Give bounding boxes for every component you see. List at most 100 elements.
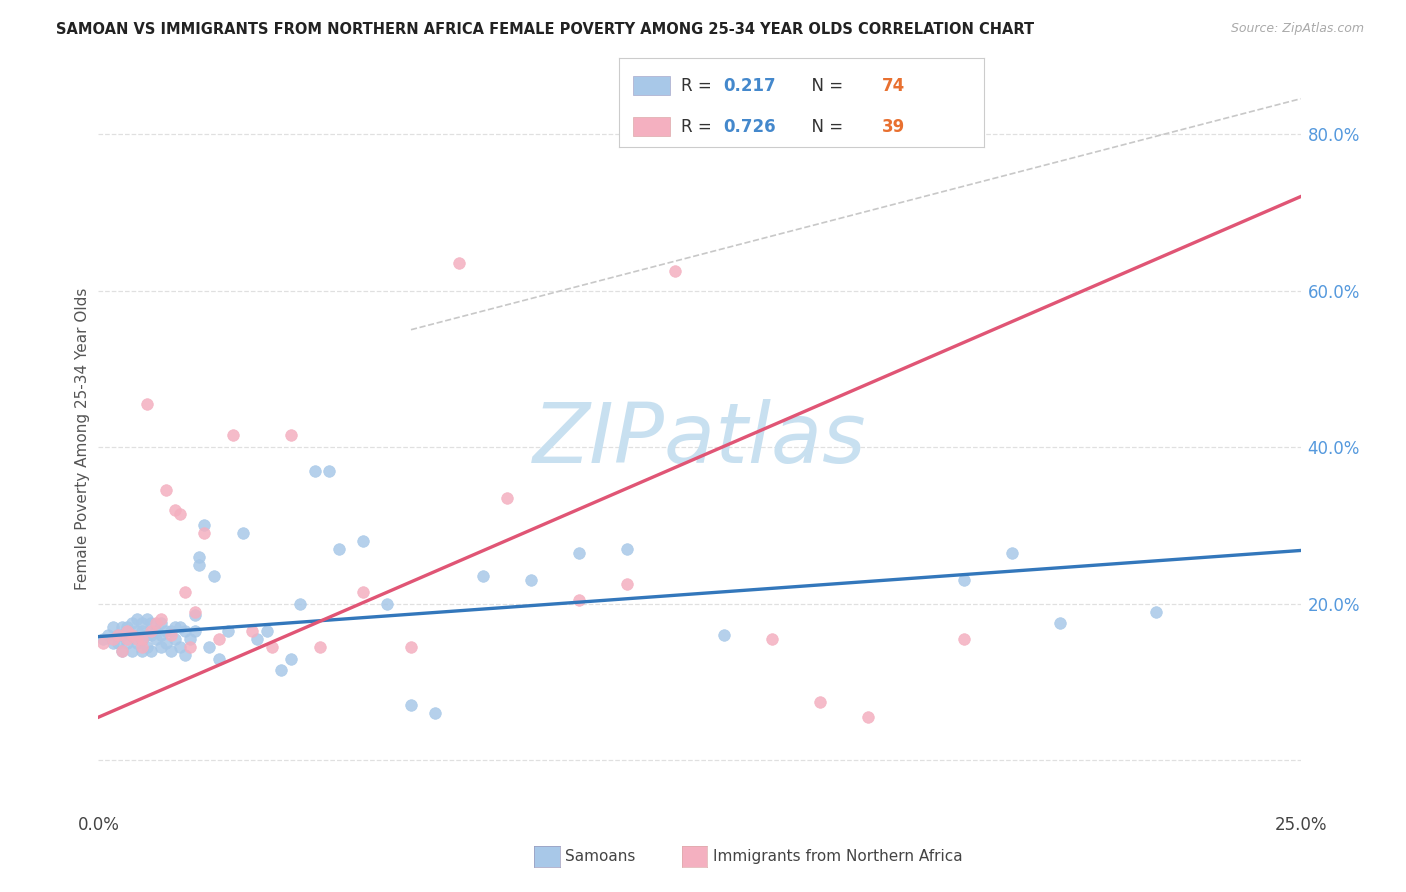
Point [135, 640, 157, 654]
Point [520, 573, 543, 587]
Point [145, 616, 167, 631]
Point [155, 483, 177, 498]
Point [193, 518, 215, 533]
Text: 39: 39 [882, 118, 905, 136]
Point [328, 541, 350, 556]
Text: 0.217: 0.217 [723, 77, 776, 95]
Point [1001, 546, 1024, 560]
Point [155, 636, 177, 650]
Point [222, 428, 245, 442]
Text: Immigrants from Northern Africa: Immigrants from Northern Africa [713, 849, 963, 863]
Point [352, 585, 374, 599]
Point [202, 569, 225, 583]
Point [159, 643, 181, 657]
Point [953, 573, 976, 587]
Point [198, 640, 221, 654]
Point [616, 577, 638, 591]
Point [101, 620, 124, 634]
Point [121, 628, 143, 642]
Point [125, 624, 148, 639]
Point [174, 585, 197, 599]
Point [159, 624, 181, 639]
Point [107, 636, 129, 650]
Point [135, 628, 157, 642]
Point [280, 651, 302, 665]
Point [141, 616, 163, 631]
Text: N =: N = [801, 77, 849, 95]
Point [111, 620, 134, 634]
Point [270, 663, 292, 677]
Point [101, 632, 124, 646]
Point [149, 612, 172, 626]
Text: ZIPatlas: ZIPatlas [533, 399, 866, 480]
Point [290, 597, 312, 611]
Point [246, 632, 269, 646]
Point [208, 632, 231, 646]
Point [117, 632, 139, 646]
Point [121, 643, 143, 657]
Point [183, 608, 205, 623]
Point [149, 616, 172, 631]
Text: Source: ZipAtlas.com: Source: ZipAtlas.com [1230, 22, 1364, 36]
Point [169, 620, 191, 634]
Point [174, 624, 197, 639]
Point [131, 616, 153, 631]
Point [375, 597, 398, 611]
Point [188, 558, 211, 572]
Point [165, 632, 187, 646]
Point [135, 612, 157, 626]
Point [125, 632, 148, 646]
Point [141, 628, 163, 642]
Point [131, 640, 153, 654]
Point [447, 256, 470, 270]
Point [111, 643, 134, 657]
Text: 0.726: 0.726 [723, 118, 776, 136]
Point [91, 632, 114, 646]
Point [232, 526, 254, 541]
Point [145, 632, 167, 646]
Point [179, 640, 201, 654]
Point [117, 624, 139, 639]
Point [1144, 605, 1167, 619]
Point [111, 643, 134, 657]
Point [145, 624, 167, 639]
Point [117, 620, 139, 634]
Point [953, 632, 976, 646]
Point [188, 549, 211, 564]
Point [240, 624, 263, 639]
Point [165, 620, 187, 634]
Point [125, 636, 148, 650]
Point [318, 464, 340, 478]
Point [713, 628, 735, 642]
Point [616, 541, 638, 556]
Point [472, 569, 495, 583]
Point [260, 640, 283, 654]
Point [179, 632, 201, 646]
Text: 74: 74 [882, 77, 905, 95]
Point [193, 526, 215, 541]
Point [121, 616, 143, 631]
Point [399, 698, 422, 713]
Point [97, 628, 120, 642]
Point [141, 643, 163, 657]
Point [174, 648, 197, 662]
Point [131, 632, 153, 646]
Text: SAMOAN VS IMMIGRANTS FROM NORTHERN AFRICA FEMALE POVERTY AMONG 25-34 YEAR OLDS C: SAMOAN VS IMMIGRANTS FROM NORTHERN AFRIC… [56, 22, 1035, 37]
Text: N =: N = [801, 118, 849, 136]
Point [256, 624, 278, 639]
Point [761, 632, 783, 646]
Point [664, 264, 686, 278]
Point [125, 612, 148, 626]
Point [169, 640, 191, 654]
Point [159, 628, 181, 642]
Point [107, 628, 129, 642]
Point [217, 624, 239, 639]
Point [135, 397, 157, 411]
Point [131, 643, 153, 657]
Point [496, 491, 519, 505]
Point [183, 605, 205, 619]
Point [856, 710, 879, 724]
Point [111, 628, 134, 642]
Point [149, 628, 172, 642]
Point [101, 636, 124, 650]
